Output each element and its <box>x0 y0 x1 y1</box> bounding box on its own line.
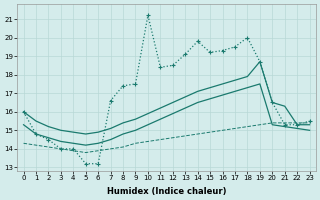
X-axis label: Humidex (Indice chaleur): Humidex (Indice chaleur) <box>107 187 226 196</box>
